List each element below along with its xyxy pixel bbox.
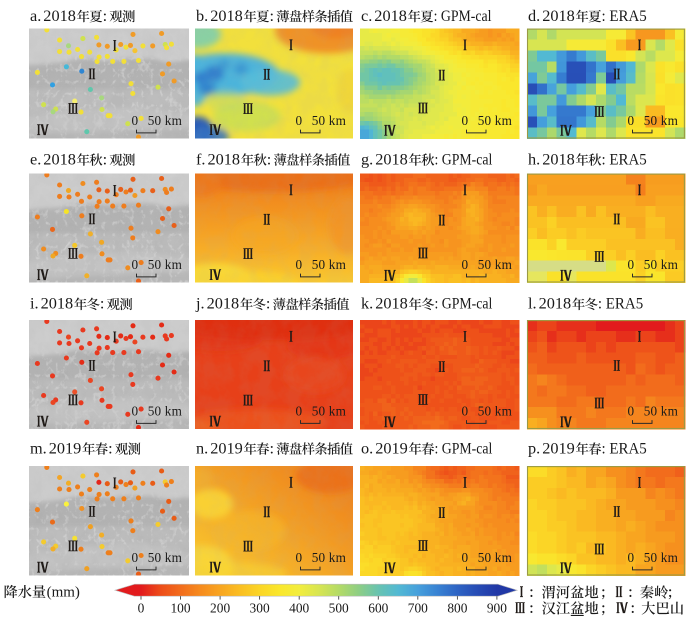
svg-text:0: 0: [628, 113, 635, 128]
svg-text:50 km: 50 km: [312, 113, 347, 128]
svg-text:: ERA5: : ERA5: [602, 438, 647, 457]
svg-text:o.2019: o. 2019: [361, 438, 408, 457]
svg-text:e.2018: e. 2018: [30, 149, 76, 168]
svg-text:: GPM-cal: : GPM-cal: [435, 438, 493, 457]
svg-text:j.2018: j. 2018: [195, 294, 239, 313]
svg-text:600: 600: [368, 601, 388, 616]
svg-text:: ERA5: : ERA5: [602, 149, 647, 168]
svg-text:900: 900: [487, 601, 507, 616]
svg-text:50 km: 50 km: [312, 257, 347, 272]
svg-text::: :: [103, 149, 108, 168]
svg-text:50 km: 50 km: [644, 550, 679, 565]
svg-text:0: 0: [132, 257, 139, 272]
svg-text::: :: [108, 438, 113, 457]
svg-text:50 km: 50 km: [478, 550, 513, 565]
svg-text:50 km: 50 km: [312, 550, 347, 565]
svg-text:300: 300: [250, 601, 270, 616]
svg-text:50 km: 50 km: [148, 550, 183, 565]
svg-text:0: 0: [462, 113, 469, 128]
svg-text:100: 100: [170, 601, 190, 616]
svg-text:0: 0: [628, 550, 635, 565]
svg-text::: :: [103, 6, 108, 25]
svg-text:: GPM-cal: : GPM-cal: [435, 149, 493, 168]
svg-text:: ERA5: : ERA5: [598, 294, 643, 313]
svg-text:200: 200: [210, 601, 230, 616]
svg-text:n.2019: n. 2019: [196, 438, 243, 457]
svg-text:0: 0: [628, 403, 635, 418]
svg-text::: :: [267, 149, 272, 168]
svg-text:: GPM-cal: : GPM-cal: [435, 294, 493, 313]
svg-text:50 km: 50 km: [644, 403, 679, 418]
svg-text:0: 0: [296, 113, 303, 128]
svg-text:0: 0: [132, 113, 139, 128]
svg-text:50 km: 50 km: [148, 403, 183, 418]
svg-text:400: 400: [289, 601, 309, 616]
svg-text:a.2018: a. 2018: [30, 6, 76, 25]
svg-text:h.2018: h. 2018: [528, 149, 575, 168]
svg-text:(mm): (mm): [47, 585, 80, 601]
svg-text:f.2018: f. 2018: [196, 149, 240, 168]
svg-text:0: 0: [296, 403, 303, 418]
svg-text:g.2018: g. 2018: [361, 149, 408, 168]
svg-text:: GPM-cal: : GPM-cal: [434, 6, 492, 25]
svg-text:50 km: 50 km: [478, 257, 513, 272]
svg-text:l.2018: l. 2018: [528, 294, 571, 313]
svg-text:0: 0: [132, 550, 139, 565]
svg-text:0: 0: [132, 403, 139, 418]
svg-text:0: 0: [296, 257, 303, 272]
svg-text::: :: [270, 6, 275, 25]
svg-text::: :: [270, 438, 275, 457]
svg-text:0: 0: [462, 403, 469, 418]
svg-text::: :: [100, 294, 105, 313]
svg-text:c.2018: c. 2018: [361, 6, 407, 25]
svg-text::: :: [266, 294, 271, 313]
svg-text:500: 500: [329, 601, 349, 616]
svg-text:m.2019: m. 2019: [30, 438, 81, 457]
svg-text:50 km: 50 km: [478, 403, 513, 418]
svg-text:50 km: 50 km: [644, 113, 679, 128]
svg-text:50 km: 50 km: [148, 113, 183, 128]
svg-text:800: 800: [447, 601, 467, 616]
svg-text:700: 700: [408, 601, 428, 616]
svg-text:b.2018: b. 2018: [196, 6, 243, 25]
svg-text:50 km: 50 km: [148, 257, 183, 272]
svg-text:50 km: 50 km: [312, 403, 347, 418]
svg-text:0: 0: [462, 257, 469, 272]
svg-text:0: 0: [628, 257, 635, 272]
svg-text:d.2018: d. 2018: [528, 6, 575, 25]
svg-text:: ERA5: : ERA5: [602, 6, 647, 25]
svg-text:0: 0: [462, 550, 469, 565]
svg-text:i.2018: i. 2018: [30, 294, 73, 313]
svg-text:0: 0: [138, 601, 145, 616]
svg-text:0: 0: [296, 550, 303, 565]
svg-text:50 km: 50 km: [478, 113, 513, 128]
svg-text:p.2019: p. 2019: [528, 438, 575, 457]
svg-text:k.2018: k. 2018: [361, 294, 408, 313]
svg-text:50 km: 50 km: [644, 257, 679, 272]
